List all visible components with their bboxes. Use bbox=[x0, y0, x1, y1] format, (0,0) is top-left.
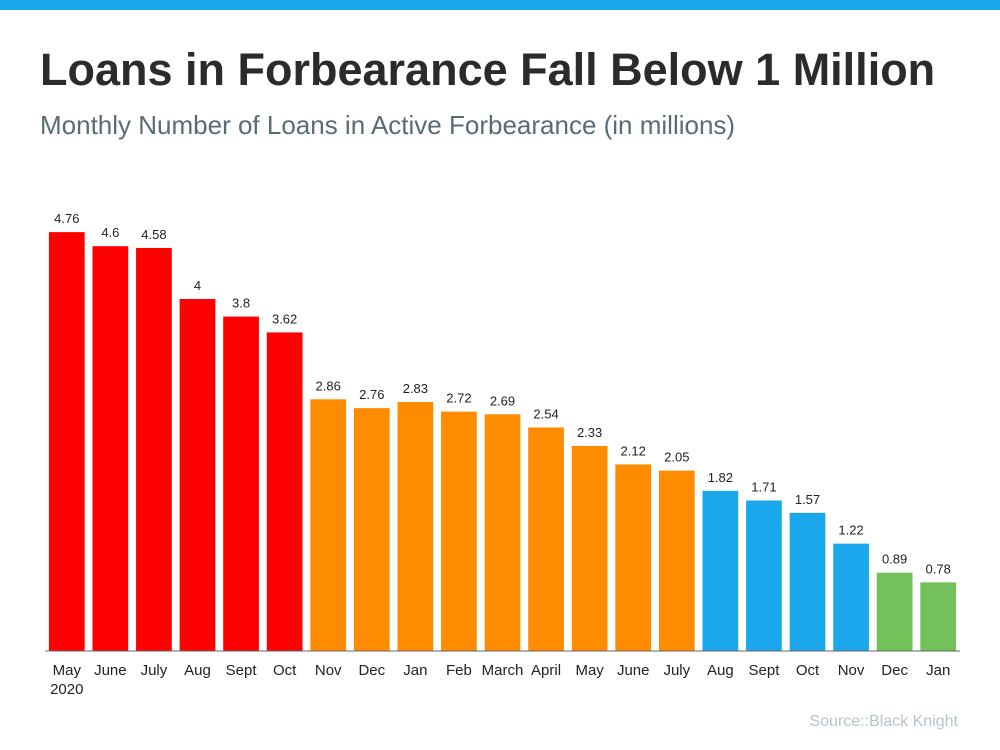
bar-16 bbox=[702, 490, 739, 651]
x-tick-label-4: Aug bbox=[184, 662, 211, 679]
data-label-16: 1.82 bbox=[708, 470, 733, 485]
data-label-8: 2.76 bbox=[359, 387, 384, 402]
data-label-2: 4.6 bbox=[101, 225, 119, 240]
x-tick-label-8: Dec bbox=[358, 662, 385, 679]
bar-4 bbox=[179, 299, 216, 651]
x-tick-label-7: Nov bbox=[315, 662, 342, 679]
data-label-19: 1.22 bbox=[838, 523, 863, 538]
data-label-10: 2.72 bbox=[446, 391, 471, 406]
x-tick-label-1: May bbox=[53, 662, 82, 679]
source-note: Source::Black Knight bbox=[809, 713, 958, 730]
bar-12 bbox=[528, 427, 564, 651]
x-tick-label-10: Feb bbox=[446, 662, 472, 679]
x-tick-label-15: July bbox=[663, 662, 690, 679]
data-label-1: 4.76 bbox=[54, 211, 79, 226]
chart-subtitle: Monthly Number of Loans in Active Forbea… bbox=[40, 110, 736, 140]
x-tick-label-12: April bbox=[531, 662, 561, 679]
bar-15 bbox=[658, 470, 695, 651]
bar-7 bbox=[310, 399, 347, 651]
bar-17 bbox=[746, 500, 782, 651]
bar-9 bbox=[397, 401, 434, 651]
x-tick-label-9: Jan bbox=[403, 662, 427, 679]
x-tick-label-18: Oct bbox=[796, 662, 820, 679]
data-label-15: 2.05 bbox=[664, 450, 689, 465]
data-label-9: 2.83 bbox=[403, 381, 428, 396]
data-label-11: 2.69 bbox=[490, 393, 515, 408]
x-tick-label-16: Aug bbox=[707, 662, 734, 679]
bar-19 bbox=[833, 543, 869, 651]
x-tick-label-20: Dec bbox=[881, 662, 908, 679]
x-tick-label-19: Nov bbox=[838, 662, 865, 679]
bar-6 bbox=[266, 332, 303, 651]
bar-11 bbox=[484, 414, 521, 651]
data-label-12: 2.54 bbox=[533, 406, 558, 421]
chart-title: Loans in Forbearance Fall Below 1 Millio… bbox=[40, 44, 936, 95]
data-label-21: 0.78 bbox=[926, 561, 951, 576]
x-tick-label-21: Jan bbox=[926, 662, 950, 679]
data-label-6: 3.62 bbox=[272, 311, 297, 326]
data-label-3: 4.58 bbox=[141, 227, 166, 242]
data-label-7: 2.86 bbox=[316, 378, 341, 393]
bar-1 bbox=[48, 232, 85, 651]
bar-3 bbox=[136, 247, 172, 651]
x-tick-label-14: June bbox=[617, 662, 650, 679]
bar-20 bbox=[876, 572, 913, 651]
bar-2 bbox=[92, 246, 129, 651]
bar-21 bbox=[920, 582, 957, 651]
data-label-14: 2.12 bbox=[621, 443, 646, 458]
data-label-18: 1.57 bbox=[795, 492, 820, 507]
bar-14 bbox=[615, 464, 652, 651]
data-label-13: 2.33 bbox=[577, 425, 602, 440]
bar-18 bbox=[789, 512, 826, 651]
data-label-17: 1.71 bbox=[751, 480, 776, 495]
x-tick-label-6: Oct bbox=[273, 662, 297, 679]
x-tick-label-5: Sept bbox=[226, 662, 258, 679]
x-tick-label-11: March bbox=[482, 662, 524, 679]
x-tick-label-13: May bbox=[575, 662, 604, 679]
data-label-4: 4 bbox=[194, 278, 201, 293]
x-tick-label-17: Sept bbox=[749, 662, 781, 679]
bar-10 bbox=[441, 411, 477, 651]
bar-5 bbox=[223, 316, 259, 651]
top-accent-bar bbox=[0, 0, 1000, 10]
x-tick-label-2: June bbox=[94, 662, 127, 679]
bar-13 bbox=[571, 445, 608, 651]
bar-8 bbox=[353, 408, 390, 651]
data-label-20: 0.89 bbox=[882, 552, 907, 567]
x-tick-sublabel-year: 2020 bbox=[50, 681, 83, 698]
x-tick-label-3: July bbox=[141, 662, 168, 679]
data-label-5: 3.8 bbox=[232, 296, 250, 311]
